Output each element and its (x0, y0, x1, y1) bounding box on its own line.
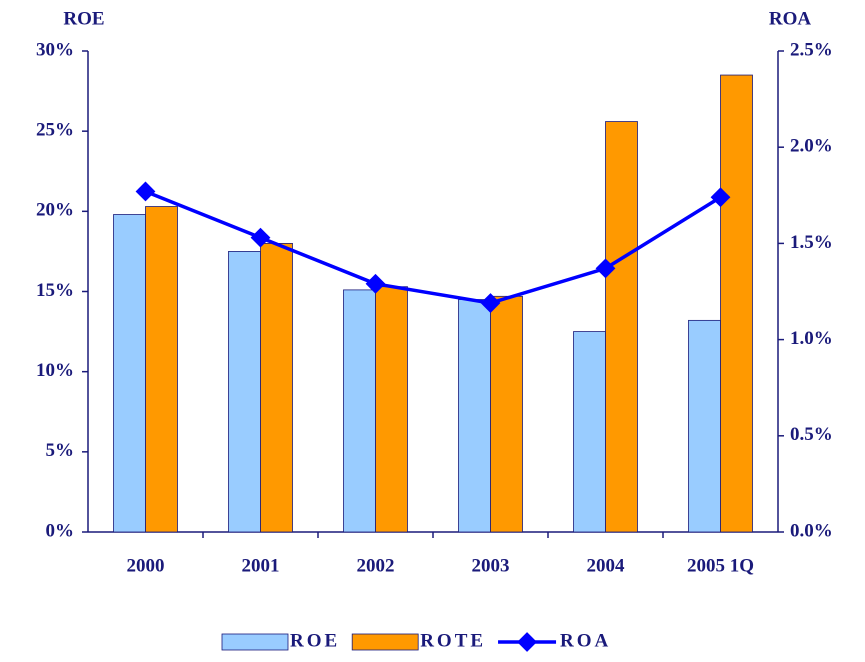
x-tick-label: 2000 (127, 555, 165, 576)
y2-tick-label: 1.5% (790, 232, 833, 253)
y-tick-label: 10% (36, 360, 74, 381)
bar (458, 299, 491, 533)
bar (145, 206, 178, 533)
bar (573, 331, 606, 533)
legend-marker (517, 632, 537, 652)
marker (365, 273, 386, 294)
y-tick-label: 30% (36, 39, 74, 60)
y2-tick-label: 0.0% (790, 520, 833, 541)
bar (343, 289, 376, 533)
y-tick-label: 0% (46, 520, 75, 541)
marker (250, 227, 271, 248)
y-tick-label: 25% (36, 120, 74, 141)
x-tick-label: 2004 (587, 555, 626, 576)
legend-swatch (221, 633, 289, 651)
bar (688, 319, 721, 533)
bar (720, 74, 753, 533)
legend-swatch (351, 633, 419, 651)
y-tick-label: 15% (36, 280, 74, 301)
legend-label: ROTE (420, 630, 486, 651)
y2-tick-label: 0.5% (790, 424, 833, 445)
bar (228, 251, 261, 533)
y-tick-label: 20% (36, 200, 74, 221)
marker (595, 258, 616, 279)
x-tick-label: 2003 (472, 555, 510, 576)
legend-label: ROA (560, 630, 611, 651)
bar (375, 286, 408, 533)
bar (113, 214, 146, 533)
line (144, 189, 722, 305)
marker (135, 181, 156, 202)
y-axis-title: ROE (63, 8, 104, 29)
x-tick-label: 2005 1Q (687, 555, 754, 576)
bar (490, 295, 523, 533)
bar (260, 242, 293, 533)
legend-label: ROE (290, 630, 340, 651)
x-tick-label: 2001 (242, 555, 280, 576)
y2-axis-title: ROA (769, 8, 812, 29)
bar (605, 121, 638, 533)
y2-tick-label: 2.0% (790, 136, 833, 157)
y-tick-label: 5% (46, 440, 75, 461)
x-tick-label: 2002 (357, 555, 395, 576)
y2-tick-label: 1.0% (790, 328, 833, 349)
marker (480, 293, 501, 313)
y2-tick-label: 2.5% (790, 39, 833, 60)
